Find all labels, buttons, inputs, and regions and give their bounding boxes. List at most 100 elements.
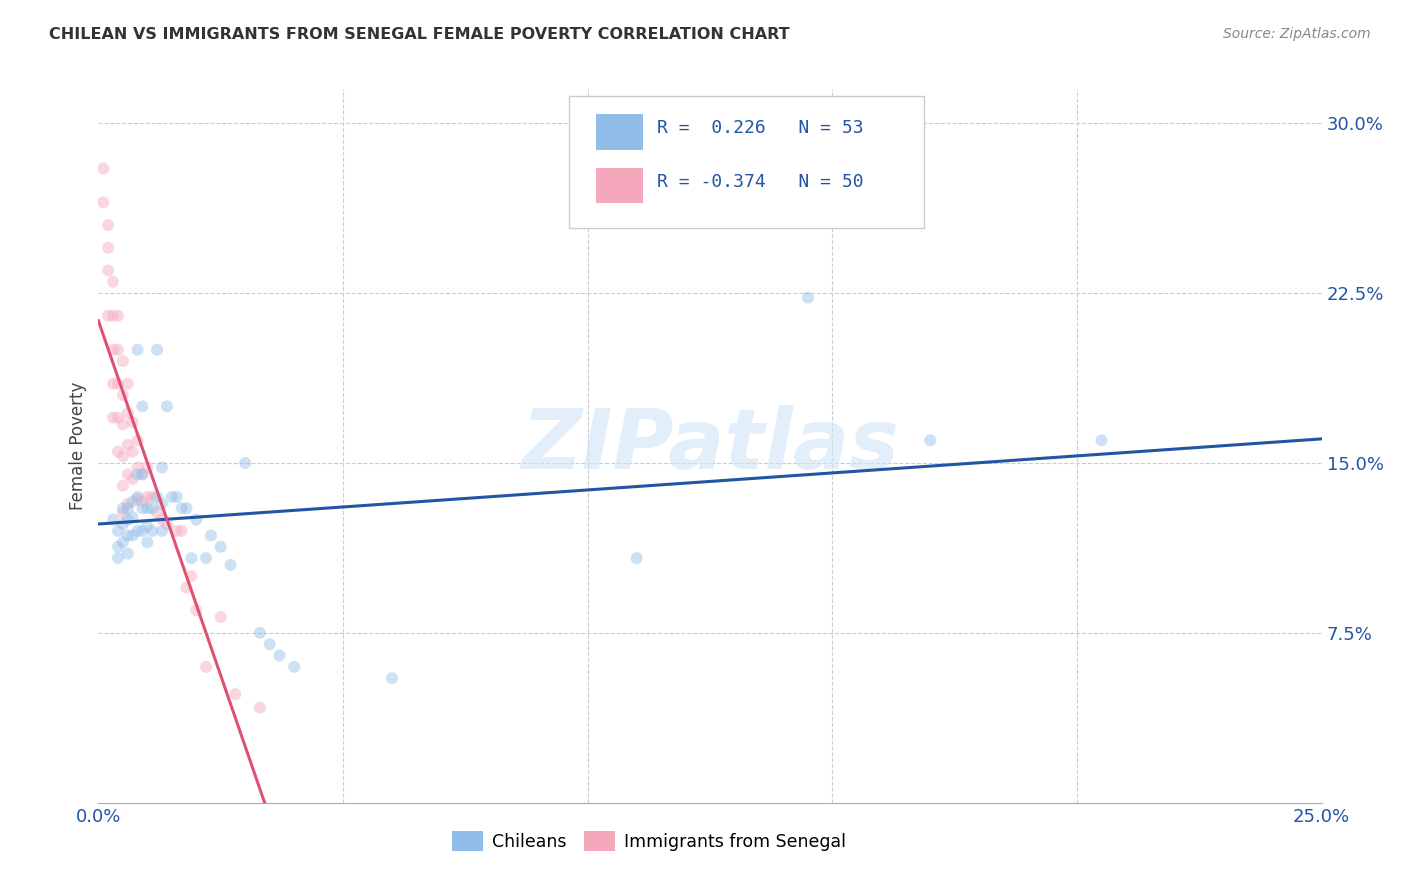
- Point: [180, 569, 202, 583]
- Point: [121, 528, 143, 542]
- Point: [117, 438, 139, 452]
- Point: [381, 671, 404, 685]
- Point: [97, 241, 120, 255]
- Point: [121, 444, 143, 458]
- Point: [111, 478, 134, 492]
- Point: [111, 517, 134, 532]
- Text: R =  0.226   N = 53: R = 0.226 N = 53: [658, 120, 865, 137]
- Point: [146, 343, 169, 357]
- Point: [107, 376, 129, 391]
- Point: [166, 524, 188, 538]
- FancyBboxPatch shape: [569, 96, 924, 228]
- Point: [224, 687, 246, 701]
- Point: [146, 506, 169, 520]
- Point: [233, 456, 256, 470]
- Text: Source: ZipAtlas.com: Source: ZipAtlas.com: [1223, 27, 1371, 41]
- Point: [117, 406, 139, 420]
- Point: [121, 472, 143, 486]
- Point: [131, 467, 153, 482]
- Point: [97, 309, 120, 323]
- Point: [160, 490, 183, 504]
- Point: [127, 492, 149, 507]
- Point: [101, 309, 124, 323]
- Point: [1090, 434, 1112, 448]
- Point: [101, 343, 124, 357]
- Point: [107, 309, 129, 323]
- Point: [117, 547, 139, 561]
- Point: [101, 376, 124, 391]
- Point: [97, 263, 120, 277]
- Point: [131, 494, 153, 508]
- Point: [136, 519, 159, 533]
- Point: [797, 291, 820, 305]
- Point: [920, 434, 942, 448]
- Point: [107, 524, 129, 538]
- Point: [283, 660, 305, 674]
- Point: [111, 417, 134, 432]
- Point: [156, 400, 179, 414]
- Point: [107, 410, 129, 425]
- Point: [186, 603, 208, 617]
- Point: [107, 444, 129, 458]
- FancyBboxPatch shape: [596, 114, 643, 150]
- Point: [127, 524, 149, 538]
- Point: [107, 343, 129, 357]
- Point: [117, 467, 139, 482]
- Point: [141, 524, 163, 538]
- Point: [180, 551, 202, 566]
- Point: [111, 535, 134, 549]
- Point: [117, 501, 139, 516]
- Point: [131, 400, 153, 414]
- Point: [150, 460, 173, 475]
- Point: [166, 490, 188, 504]
- Point: [136, 460, 159, 475]
- Point: [101, 410, 124, 425]
- Point: [176, 501, 198, 516]
- Point: [111, 354, 134, 368]
- Point: [249, 700, 271, 714]
- Point: [131, 524, 153, 538]
- Point: [127, 467, 149, 482]
- Point: [176, 581, 198, 595]
- Point: [170, 524, 193, 538]
- Point: [170, 501, 193, 516]
- Point: [121, 494, 143, 508]
- Point: [117, 497, 139, 511]
- Point: [209, 540, 232, 554]
- Point: [101, 275, 124, 289]
- Point: [131, 501, 153, 516]
- Point: [186, 513, 208, 527]
- Point: [97, 218, 120, 232]
- Point: [117, 376, 139, 391]
- Point: [141, 501, 163, 516]
- Point: [117, 513, 139, 527]
- Point: [91, 161, 114, 176]
- Point: [127, 460, 149, 475]
- FancyBboxPatch shape: [596, 168, 643, 203]
- Point: [131, 467, 153, 482]
- Point: [101, 513, 124, 527]
- Text: CHILEAN VS IMMIGRANTS FROM SENEGAL FEMALE POVERTY CORRELATION CHART: CHILEAN VS IMMIGRANTS FROM SENEGAL FEMAL…: [49, 27, 790, 42]
- Point: [111, 501, 134, 516]
- Point: [127, 490, 149, 504]
- Point: [107, 551, 129, 566]
- Point: [127, 434, 149, 448]
- Point: [195, 660, 218, 674]
- Point: [141, 490, 163, 504]
- Y-axis label: Female Poverty: Female Poverty: [69, 382, 87, 510]
- Point: [121, 510, 143, 524]
- Point: [200, 528, 222, 542]
- Point: [156, 517, 179, 532]
- Point: [150, 497, 173, 511]
- Point: [127, 343, 149, 357]
- Point: [136, 490, 159, 504]
- Point: [249, 626, 271, 640]
- Point: [136, 535, 159, 549]
- Point: [209, 610, 232, 624]
- Point: [219, 558, 242, 572]
- Legend: Chileans, Immigrants from Senegal: Chileans, Immigrants from Senegal: [446, 824, 852, 858]
- Text: ZIPatlas: ZIPatlas: [522, 406, 898, 486]
- Point: [121, 415, 143, 429]
- Point: [136, 501, 159, 516]
- Point: [150, 513, 173, 527]
